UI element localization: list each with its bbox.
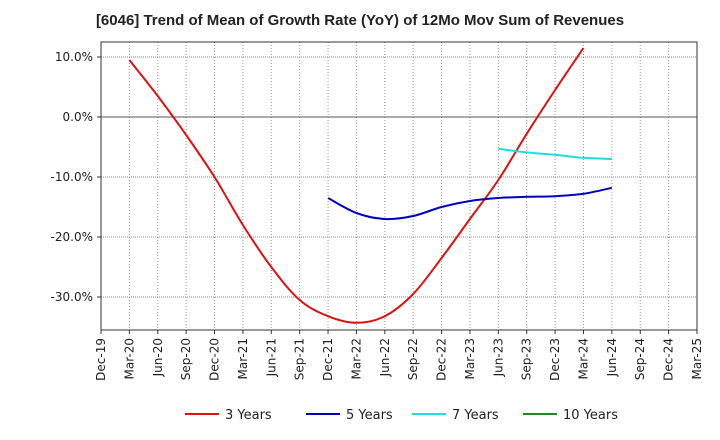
x-tick-label: Sep-21 [293,338,307,380]
axes: Dec-19 Mar-20 Jun-20 Sep-20 Dec-20 Mar-21 Jun-… [51,41,704,381]
y-tick-label: -20.0% [51,230,93,244]
x-tick-label: Jun-24 [605,338,619,377]
x-tick-label: Mar-22 [349,338,363,379]
series-line-3-years [128,47,585,324]
x-tick-label: Jun-20 [151,338,165,377]
legend-label-3-years: 3 Years [225,408,272,423]
grid [100,42,698,330]
x-tick-label: Dec-21 [321,338,335,381]
x-tick-label: Jun-21 [264,338,278,377]
x-tick-label: Dec-19 [94,338,108,381]
legend: 3 Years 5 Years 7 Years 10 Years [185,408,618,423]
y-tick-label: 0.0% [63,110,94,124]
y-tick-label: 10.0% [55,50,93,64]
x-tick-label: Sep-23 [520,338,534,380]
x-tick-label: Dec-23 [548,338,562,381]
x-tick-label: Sep-22 [406,338,420,380]
series-line-5-years [327,186,613,221]
x-tick-label: Sep-20 [179,338,193,380]
x-tick-label: Dec-24 [662,338,676,381]
legend-label-10-years: 10 Years [563,408,618,423]
x-tick-label: Sep-24 [633,338,647,380]
x-tick-label: Mar-25 [690,338,704,379]
plot-frame [100,41,698,331]
x-tick-label: Mar-20 [122,338,136,379]
x-tick-label: Mar-24 [576,338,590,379]
x-tick-label: Jun-22 [378,338,392,377]
x-tick-label: Jun-23 [491,338,505,377]
x-tick-label: Mar-21 [236,338,250,379]
x-tick-label: Mar-23 [463,338,477,379]
legend-label-7-years: 7 Years [452,408,499,423]
series-lines [128,47,613,324]
y-tick-label: -30.0% [51,290,93,304]
x-tick-label: Dec-22 [435,338,449,381]
y-tick-label: -10.0% [51,170,93,184]
legend-label-5-years: 5 Years [346,408,393,423]
chart-title: [6046] Trend of Mean of Growth Rate (YoY… [95,12,625,29]
series-line-7-years [498,147,612,160]
x-tick-label: Dec-20 [208,338,222,381]
